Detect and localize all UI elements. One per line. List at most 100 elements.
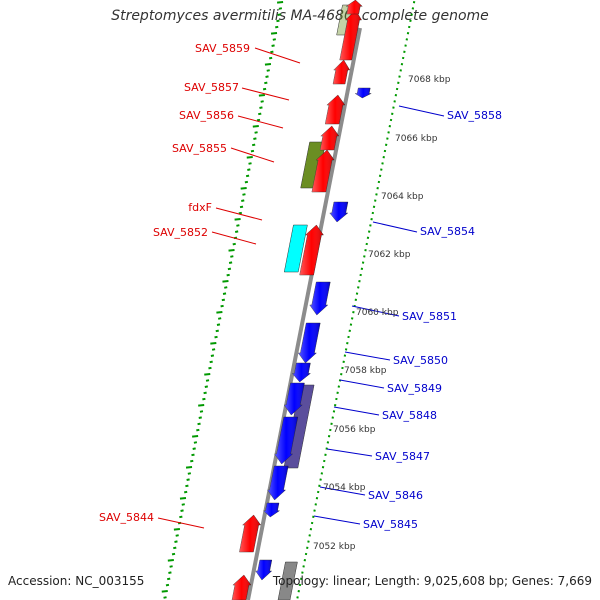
tick: [227, 267, 232, 271]
gene-label-sav-5854[interactable]: SAV_5854: [420, 225, 475, 238]
scale-label: 7060 kbp: [356, 308, 399, 318]
leader-line: [211, 231, 257, 245]
tick: [222, 280, 229, 283]
tick: [205, 379, 210, 382]
tick: [185, 484, 189, 488]
tick: [247, 168, 251, 171]
scale-label: 7062 kbp: [368, 250, 411, 260]
tick: [236, 224, 240, 227]
tick: [252, 125, 259, 128]
tick: [169, 565, 173, 568]
leader-line: [344, 351, 391, 361]
scale-label: 7058 kbp: [344, 366, 387, 376]
gene-label-sav-5857[interactable]: SAV_5857: [184, 81, 239, 94]
tick: [264, 81, 268, 85]
gene-label-fdxf[interactable]: fdxF: [188, 201, 212, 214]
gene-label-sav-5847[interactable]: SAV_5847: [375, 450, 430, 463]
tick: [193, 441, 198, 444]
tick: [245, 174, 250, 178]
tick: [185, 466, 193, 469]
scale-label: 7052 kbp: [313, 542, 356, 552]
scale-label: 7068 kbp: [408, 75, 451, 85]
tick: [210, 354, 215, 357]
gene-shading: [284, 383, 305, 415]
tick: [224, 286, 228, 289]
tick: [234, 218, 241, 221]
gene-label-sav-5858[interactable]: SAV_5858: [447, 109, 502, 122]
tick: [242, 193, 246, 196]
tick: [175, 534, 179, 537]
gene-label-sav-5856[interactable]: SAV_5856: [179, 109, 234, 122]
tick: [241, 199, 245, 202]
gene-shading: [309, 282, 331, 315]
gene-label-sav-5855[interactable]: SAV_5855: [172, 142, 227, 155]
tick: [173, 528, 181, 531]
accession-label: Accession: NC_003155: [8, 574, 145, 588]
gray-feature-box: [277, 561, 298, 600]
leader-line: [398, 105, 445, 117]
gene-label-sav-5850[interactable]: SAV_5850: [393, 354, 448, 367]
tick: [196, 428, 200, 432]
tick: [253, 137, 257, 140]
tick: [209, 360, 213, 364]
gene-shading: [311, 150, 335, 192]
tick: [234, 230, 239, 233]
tick: [180, 509, 184, 512]
leader-line: [351, 305, 400, 317]
tick: [187, 472, 192, 475]
gene-label-sav-5844[interactable]: SAV_5844: [99, 511, 154, 524]
gene-shading: [263, 503, 280, 517]
tick: [199, 410, 204, 413]
tick: [208, 366, 212, 370]
leader-line: [241, 87, 290, 101]
gene-shading: [333, 60, 350, 84]
tick: [246, 156, 253, 159]
tick: [167, 559, 174, 562]
leader-line: [313, 515, 361, 525]
tick: [215, 329, 219, 333]
gene-shading: [298, 323, 321, 363]
leader-line: [372, 221, 418, 233]
tick: [166, 577, 171, 581]
tick: [214, 335, 218, 339]
gene-label-sav-5846[interactable]: SAV_5846: [368, 489, 423, 502]
tick: [186, 478, 190, 481]
gene-label-sav-5851[interactable]: SAV_5851: [402, 310, 457, 323]
gene-shading: [329, 202, 348, 222]
scale-label: 7066 kbp: [395, 134, 438, 144]
gene-label-sav-5852[interactable]: SAV_5852: [153, 226, 208, 239]
tick: [265, 75, 269, 78]
summary-label: Topology: linear; Length: 9,025,608 bp; …: [272, 574, 592, 588]
tick: [248, 162, 252, 165]
tick: [183, 490, 188, 494]
scale-label: 7064 kbp: [381, 192, 424, 202]
gene-label-sav-5848[interactable]: SAV_5848: [382, 409, 437, 422]
tick: [239, 205, 244, 209]
backbone: [246, 27, 362, 600]
tick: [192, 447, 196, 450]
tick: [256, 118, 261, 122]
tick: [168, 571, 172, 574]
tick: [161, 590, 168, 593]
scale-label: 7056 kbp: [333, 425, 376, 435]
tick: [259, 106, 263, 109]
gene-label-sav-5845[interactable]: SAV_5845: [363, 518, 418, 531]
gene-shading: [239, 515, 261, 552]
tick: [204, 373, 211, 376]
tick: [276, 1, 284, 4]
tick: [216, 323, 221, 326]
tick: [258, 112, 262, 116]
gene-shading: [274, 417, 298, 464]
gene-label-sav-5849[interactable]: SAV_5849: [387, 382, 442, 395]
title: Streptomyces avermitilis MA-4680, comple…: [111, 8, 489, 24]
gene-shading: [267, 466, 289, 500]
tick: [254, 131, 258, 134]
tick: [179, 497, 187, 500]
leader-line: [319, 486, 366, 496]
tick: [216, 311, 223, 314]
gene-label-sav-5859[interactable]: SAV_5859: [195, 42, 250, 55]
leader-line: [237, 115, 284, 129]
tick: [220, 304, 224, 308]
tick: [272, 38, 277, 41]
gene-shading: [292, 363, 311, 382]
